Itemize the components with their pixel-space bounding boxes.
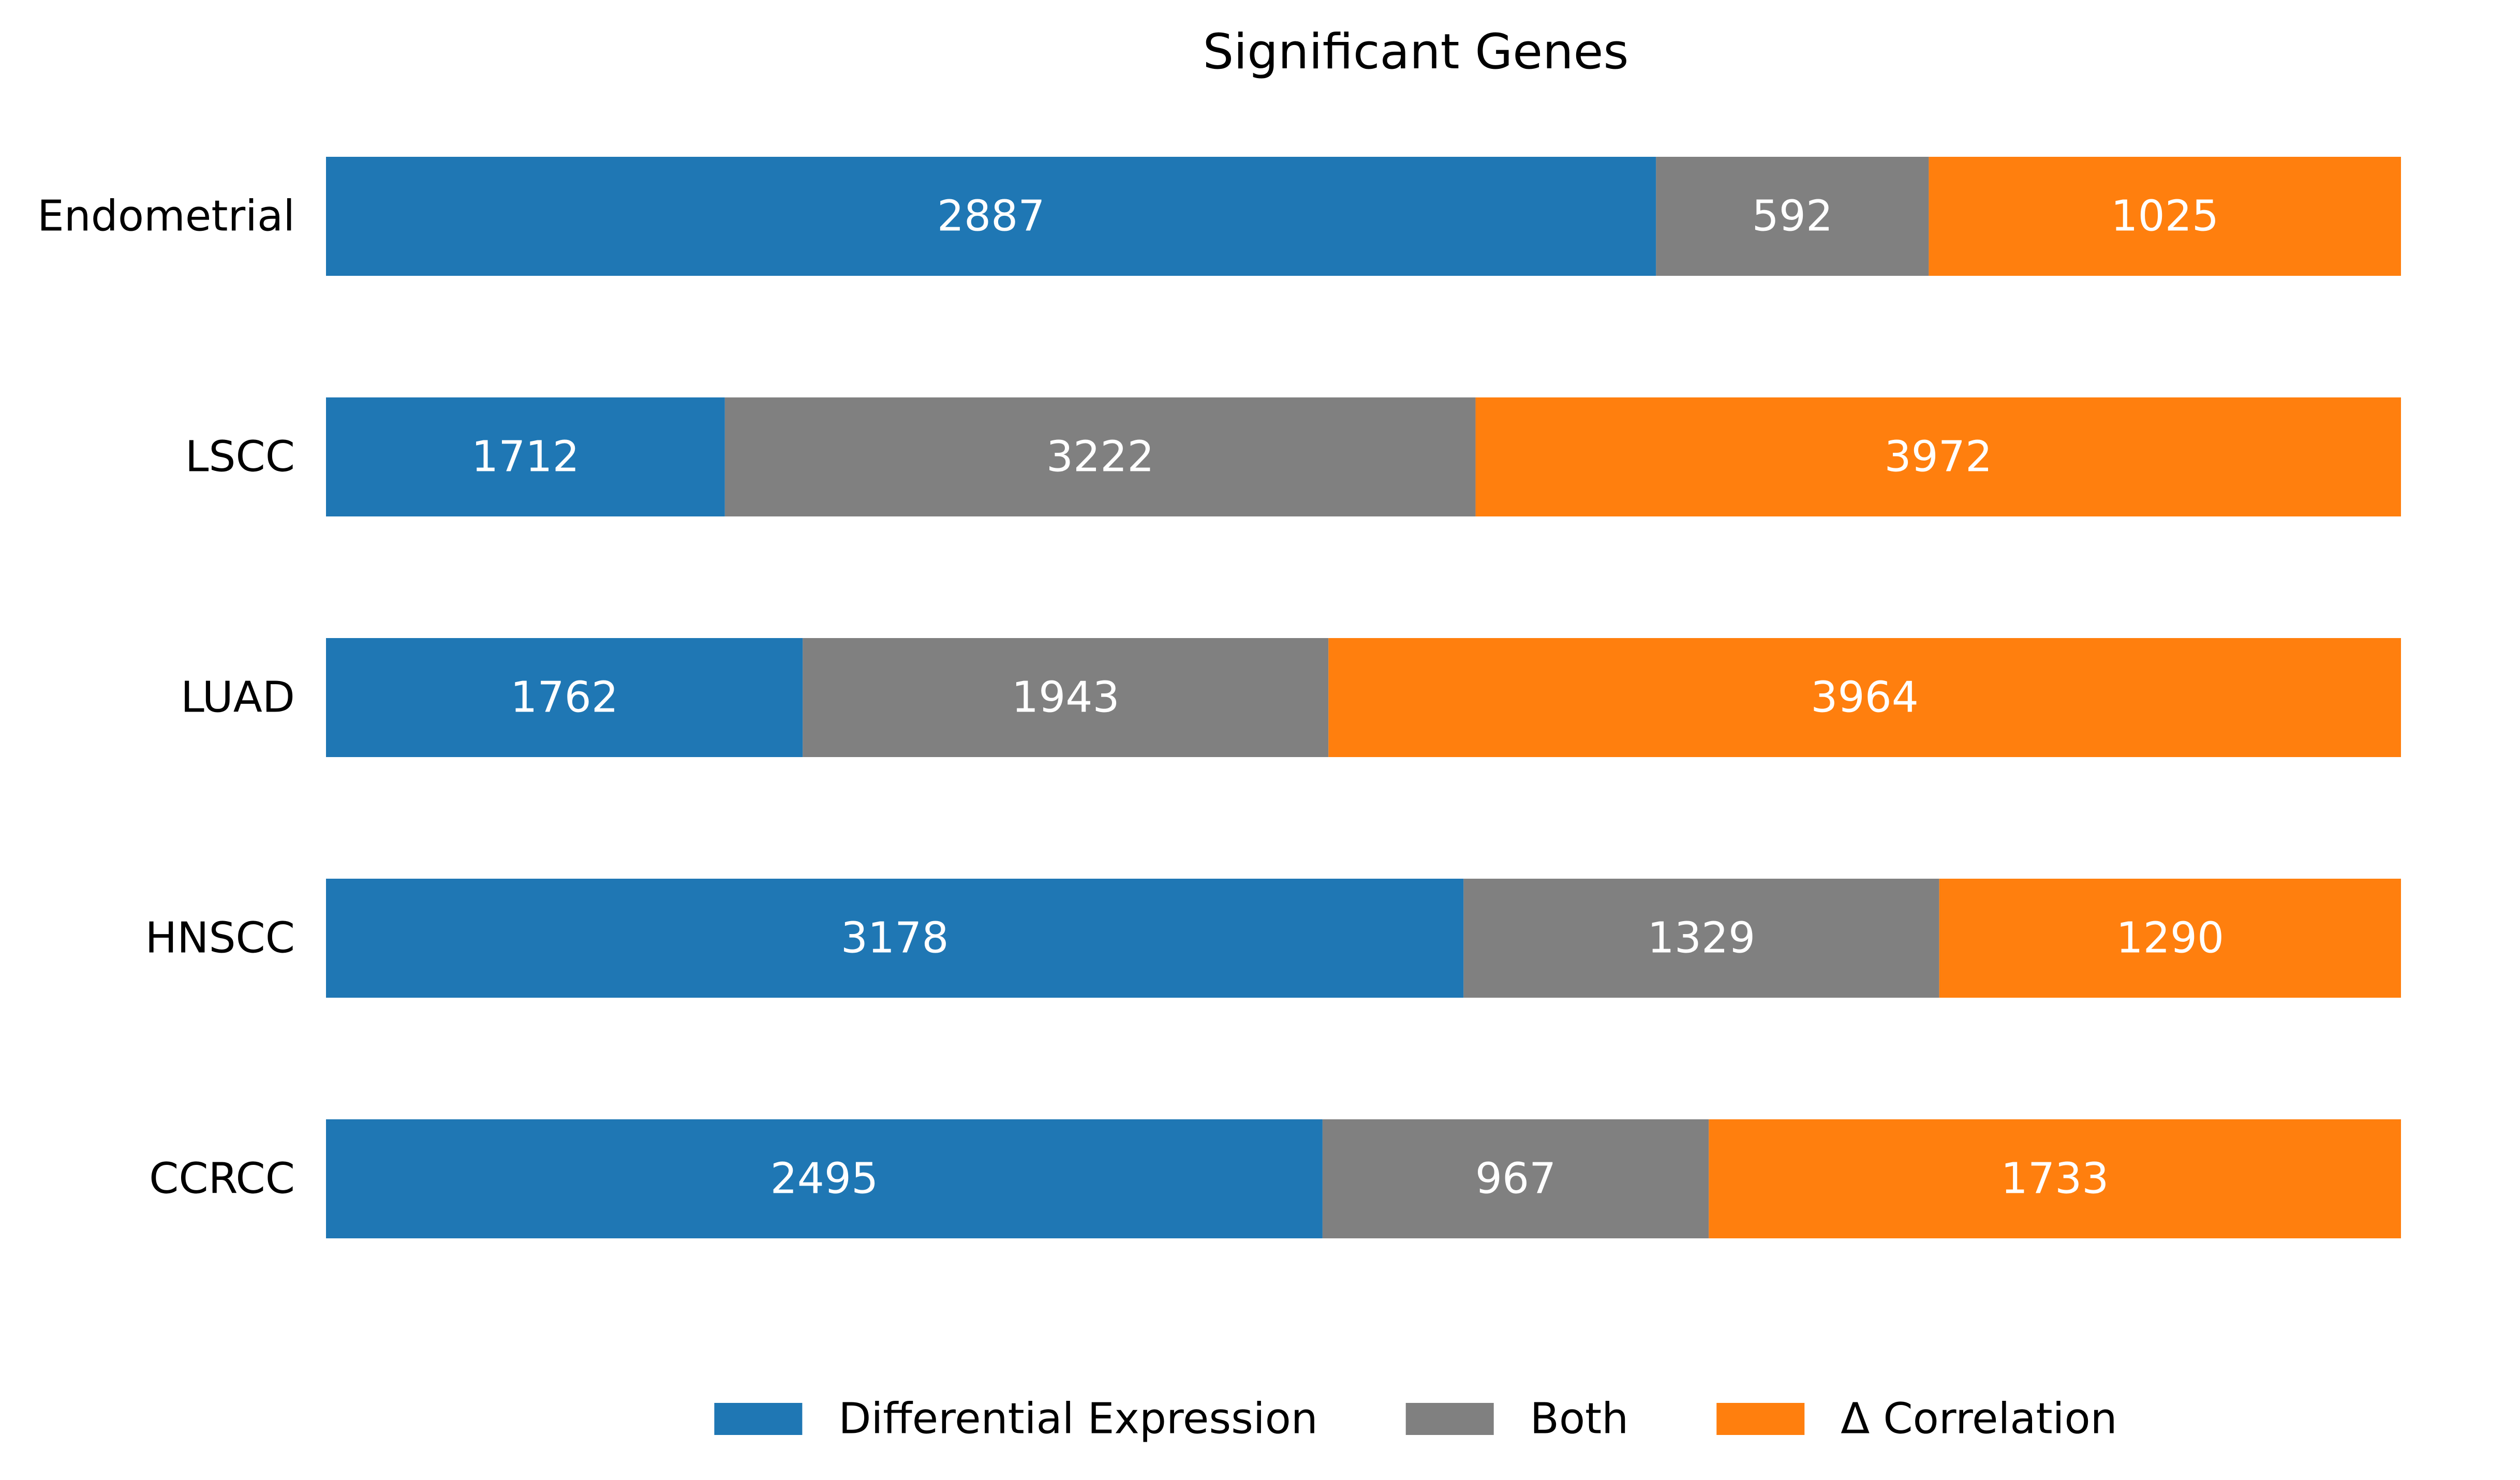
- category-label-luad: LUAD: [181, 673, 295, 722]
- data-label-ccrcc-series-2: 1733: [2001, 1155, 2109, 1204]
- category-label-ccrcc: CCRCC: [149, 1155, 295, 1204]
- legend-label-series-1: Both: [1530, 1395, 1629, 1444]
- data-label-endometrial-series-2: 1025: [2111, 192, 2219, 241]
- legend-swatch-series-2: [1716, 1403, 1805, 1435]
- bar-segment-endometrial-series-1: [1656, 157, 1929, 276]
- bar-segment-hnscc-series-2: [1939, 879, 2401, 998]
- bar-segment-luad-series-0: [326, 638, 803, 757]
- legend-label-series-2: Δ Correlation: [1841, 1395, 2117, 1444]
- data-label-luad-series-0: 1762: [510, 673, 618, 722]
- data-label-lscc-series-1: 3222: [1046, 433, 1154, 482]
- chart-title: Significant Genes: [1203, 24, 1628, 80]
- bar-segment-luad-series-2: [1328, 638, 2401, 757]
- category-label-lscc: LSCC: [185, 433, 295, 482]
- category-label-hnscc: HNSCC: [145, 914, 295, 963]
- data-label-ccrcc-series-1: 967: [1475, 1155, 1557, 1204]
- legend-swatch-series-1: [1405, 1403, 1494, 1435]
- legend-swatch-series-0: [714, 1403, 803, 1435]
- bar-segment-ccrcc-series-1: [1322, 1119, 1709, 1238]
- legend-label-series-0: Differential Expression: [838, 1395, 1317, 1444]
- bar-segment-ccrcc-series-2: [1709, 1119, 2401, 1238]
- bar-segment-lscc-series-2: [1475, 397, 2401, 516]
- legend: Differential Expression Both Δ Correlation: [714, 1395, 2117, 1444]
- data-label-lscc-series-0: 1712: [471, 433, 580, 482]
- data-label-endometrial-series-0: 2887: [937, 192, 1045, 241]
- bars-layer: 2887 592 1025 1712 3222 3972 1762 1943 3964 3178 1…: [326, 157, 2401, 1238]
- data-label-hnscc-series-2: 1290: [2116, 914, 2224, 963]
- category-label-endometrial: Endometrial: [37, 192, 295, 241]
- bar-segment-endometrial-series-2: [1929, 157, 2401, 276]
- bar-segment-luad-series-1: [803, 638, 1329, 757]
- category-labels: Endometrial LSCC LUAD HNSCC CCRCC: [37, 192, 295, 1204]
- data-label-endometrial-series-1: 592: [1752, 192, 1833, 241]
- bar-segment-lscc-series-0: [326, 397, 725, 516]
- data-label-lscc-series-2: 3972: [1884, 433, 1992, 482]
- data-label-hnscc-series-1: 1329: [1648, 914, 1756, 963]
- data-label-hnscc-series-0: 3178: [841, 914, 949, 963]
- data-label-luad-series-2: 3964: [1811, 673, 1919, 722]
- bar-segment-hnscc-series-0: [326, 879, 1464, 998]
- bar-segment-lscc-series-1: [724, 397, 1476, 516]
- bar-segment-endometrial-series-0: [326, 157, 1656, 276]
- bar-segment-ccrcc-series-0: [326, 1119, 1323, 1238]
- data-label-ccrcc-series-0: 2495: [770, 1155, 879, 1204]
- data-label-luad-series-1: 1943: [1012, 673, 1120, 722]
- bar-segment-hnscc-series-1: [1463, 879, 1939, 998]
